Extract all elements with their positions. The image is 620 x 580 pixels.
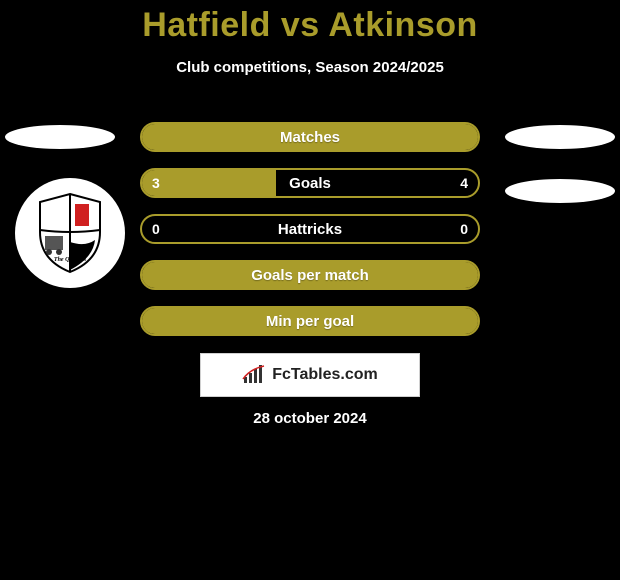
bar-goals: 3 Goals 4	[140, 168, 480, 198]
bar-value-left: 0	[152, 221, 160, 237]
bar-goals-per-match: Goals per match	[140, 260, 480, 290]
page-title: Hatfield vs Atkinson	[0, 0, 620, 45]
bar-value-right: 4	[460, 175, 468, 191]
bar-label: Hattricks	[278, 221, 342, 238]
subtitle: Club competitions, Season 2024/2025	[0, 59, 620, 76]
date-text: 28 october 2024	[0, 410, 620, 427]
bar-fill	[142, 170, 276, 196]
player-left-placeholder	[5, 125, 115, 149]
bar-label: Goals	[289, 175, 331, 192]
fctables-text: FcTables.com	[272, 366, 378, 384]
chart-icon	[242, 365, 266, 385]
bar-min-per-goal: Min per goal	[140, 306, 480, 336]
shield-icon: The Quakers	[35, 192, 105, 274]
bar-hattricks: 0 Hattricks 0	[140, 214, 480, 244]
club-crest: The Quakers	[15, 178, 125, 288]
bar-label: Goals per match	[251, 267, 369, 284]
crest-text: The Quakers	[35, 257, 105, 263]
bar-label: Min per goal	[266, 313, 354, 330]
bar-label: Matches	[280, 129, 340, 146]
comparison-bars: Matches 3 Goals 4 0 Hattricks 0 Goals pe…	[140, 122, 480, 352]
player-right-placeholder-2	[505, 179, 615, 203]
bar-matches: Matches	[140, 122, 480, 152]
bar-value-right: 0	[460, 221, 468, 237]
fctables-badge: FcTables.com	[200, 353, 420, 397]
player-right-placeholder-1	[505, 125, 615, 149]
bar-value-left: 3	[152, 175, 160, 191]
